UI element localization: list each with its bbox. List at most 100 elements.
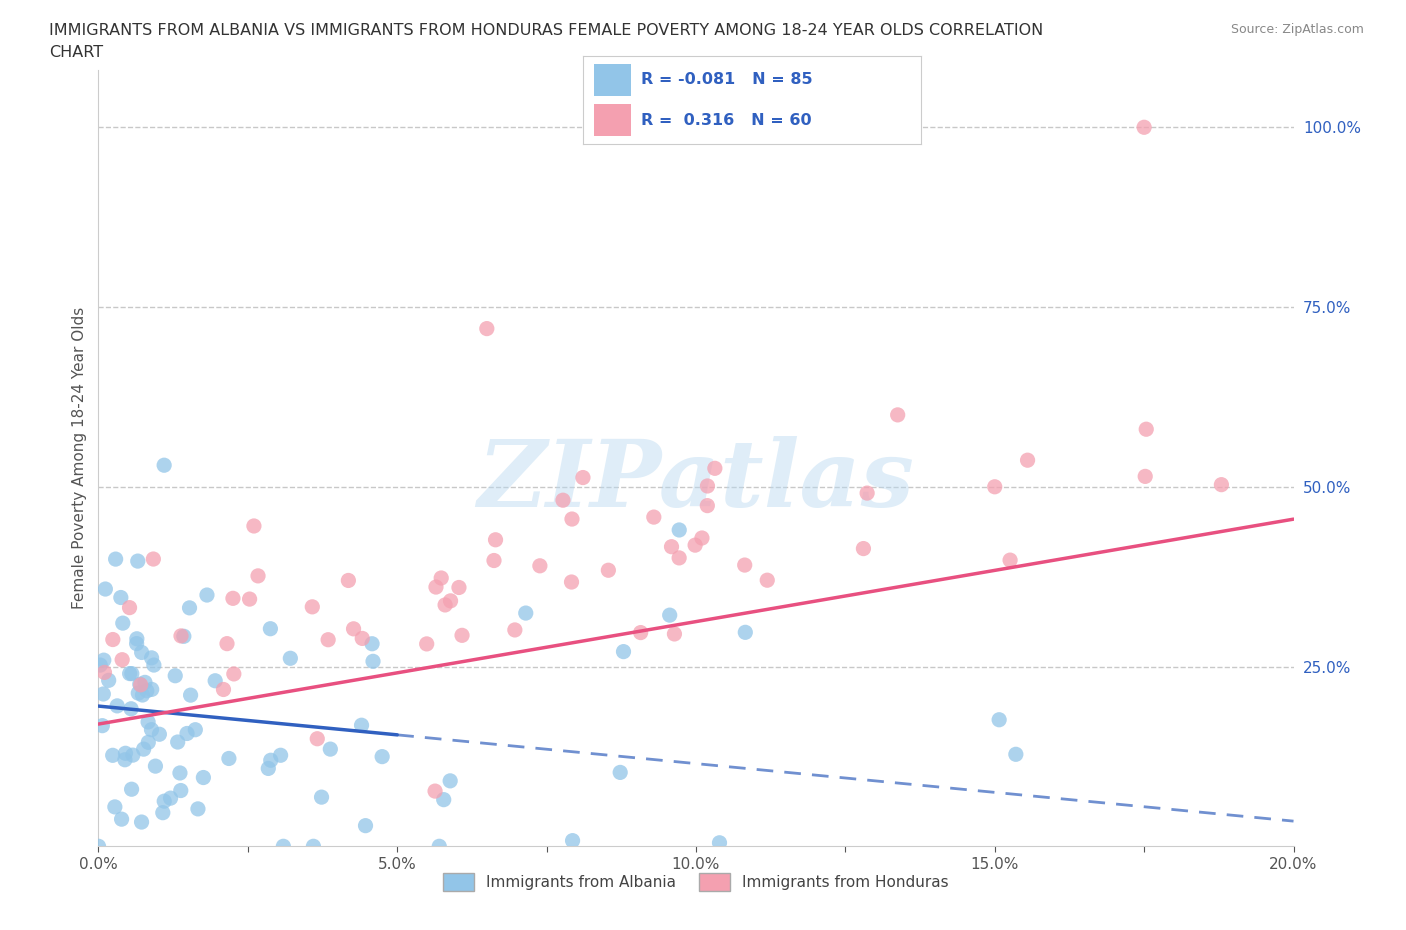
Point [273,839,295,854]
Point [361,636,384,651]
Point [169,765,191,780]
Point [131,645,153,660]
Point [179,601,201,616]
Point [354,818,377,833]
Point [247,568,270,583]
Point [260,752,283,767]
Point [148,727,170,742]
Point [427,839,450,854]
Point [125,636,148,651]
Point [1005,747,1028,762]
Point [243,519,266,534]
Point [110,590,132,604]
Point [176,726,198,741]
Point [134,675,156,690]
Point [111,652,134,667]
Point [352,631,374,645]
Point [259,621,281,636]
Point [142,551,165,566]
Point [690,531,713,546]
Point [118,600,141,615]
Text: IMMIGRANTS FROM ALBANIA VS IMMIGRANTS FROM HONDURAS FEMALE POVERTY AMONG 18-24 Y: IMMIGRANTS FROM ALBANIA VS IMMIGRANTS FR… [49,23,1043,38]
Legend: Immigrants from Albania, Immigrants from Honduras: Immigrants from Albania, Immigrants from… [437,867,955,897]
Point [856,485,879,500]
Point [482,553,505,568]
Text: CHART: CHART [49,45,103,60]
Point [1135,422,1157,437]
Point [658,607,681,622]
Point [734,625,756,640]
Point [988,712,1011,727]
Text: R =  0.316   N = 60: R = 0.316 N = 60 [641,113,811,127]
Point [756,573,779,588]
Point [561,833,583,848]
Point [886,407,908,422]
Point [484,532,506,547]
Point [153,793,176,808]
Point [683,538,706,552]
Point [184,723,207,737]
Point [337,573,360,588]
Point [350,718,373,733]
Point [180,687,202,702]
Point [141,682,163,697]
Point [141,723,163,737]
Point [121,748,143,763]
Point [128,677,150,692]
Point [104,551,127,566]
Point [204,673,226,688]
Point [91,686,114,701]
Point [132,742,155,757]
Point [709,835,731,850]
Point [433,792,456,807]
Point [439,774,461,789]
Point [142,658,165,672]
Point [560,575,582,590]
Point [984,479,1007,494]
Point [173,629,195,644]
Point [93,665,115,680]
Point [111,616,134,631]
Point [131,687,153,702]
Point [998,552,1021,567]
Point [145,759,167,774]
Point [120,701,142,716]
Point [165,669,187,684]
Point [434,597,457,612]
Point [166,735,188,750]
FancyBboxPatch shape [593,104,631,136]
Point [311,790,333,804]
Point [127,553,149,568]
Point [661,539,683,554]
Point [101,748,124,763]
Point [101,632,124,647]
FancyBboxPatch shape [593,64,631,96]
Point [447,580,470,595]
Point [609,765,631,780]
Point [93,653,115,668]
Point [852,541,875,556]
Point [136,735,159,750]
Point [94,581,117,596]
Point [114,746,136,761]
Point [503,622,526,637]
Point [215,636,238,651]
Point [415,636,437,651]
Point [97,673,120,688]
Point [342,621,364,636]
Point [664,627,686,642]
Point [105,698,128,713]
Point [170,783,193,798]
Point [135,684,157,698]
Point [131,815,153,830]
Point [104,800,127,815]
Point [515,605,537,620]
Point [551,493,574,508]
Point [121,666,143,681]
Point [153,458,176,472]
Point [110,812,132,827]
Point [668,551,690,565]
Point [1135,469,1157,484]
Point [475,321,498,336]
Point [218,751,240,766]
